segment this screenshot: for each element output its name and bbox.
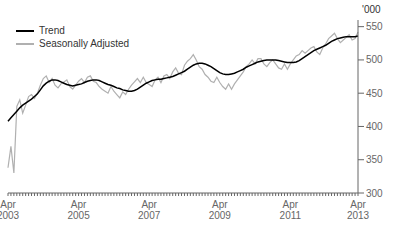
- html-text:'000: '000: [362, 4, 381, 15]
- html-text:Seasonally Adjusted: Seasonally Adjusted: [39, 38, 130, 49]
- svg-text:500: 500: [366, 54, 383, 65]
- svg-text:550: 550: [366, 21, 383, 32]
- svg-text:Apr2009: Apr2009: [209, 199, 232, 221]
- svg-text:Apr2005: Apr2005: [67, 199, 90, 221]
- svg-text:400: 400: [366, 121, 383, 132]
- svg-text:350: 350: [366, 154, 383, 165]
- html-text:Trend: Trend: [39, 25, 65, 36]
- svg-text:Apr2007: Apr2007: [138, 199, 161, 221]
- svg-text:Apr2013: Apr2013: [347, 199, 370, 221]
- svg-text:Apr2011: Apr2011: [280, 199, 302, 221]
- svg-text:450: 450: [366, 88, 383, 99]
- svg-text:Apr2003: Apr2003: [8, 199, 20, 221]
- svg-text:300: 300: [366, 188, 383, 199]
